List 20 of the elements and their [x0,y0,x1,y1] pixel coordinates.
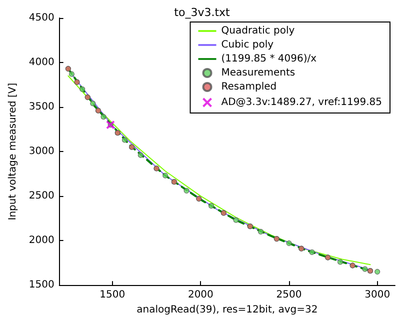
chart-title: to_3v3.txt [174,6,231,19]
x-tick-label: 2000 [188,290,214,301]
x-tick-label: 2500 [276,290,302,301]
y-tick-label: 3500 [28,102,54,113]
y-tick-label: 1500 [28,280,54,291]
y-tick-label: 2000 [28,235,54,246]
y-tick-label: 2500 [28,190,54,202]
legend-label: (1199.85 * 4096)/x [221,54,317,64]
y-tick-label: 4000 [28,57,54,68]
legend-label: Measurements [221,68,296,78]
legend-label: Resampled [221,82,277,92]
legend-label: Quadratic poly [221,26,295,36]
y-axis-title: Input voltage measured [V] [8,82,18,220]
legend-label: AD@3.3v:1489.27, vref:1199.85 [221,97,382,108]
y-tick-label: 4500 [28,12,54,24]
legend-label: Cubic poly [221,40,274,50]
y-tick-label: 3000 [28,146,54,158]
x-tick-label: 3000 [364,290,390,301]
x-tick-label: 1500 [100,290,126,301]
x-axis-title: analogRead(39), res=12bit, avg=32 [136,304,318,316]
